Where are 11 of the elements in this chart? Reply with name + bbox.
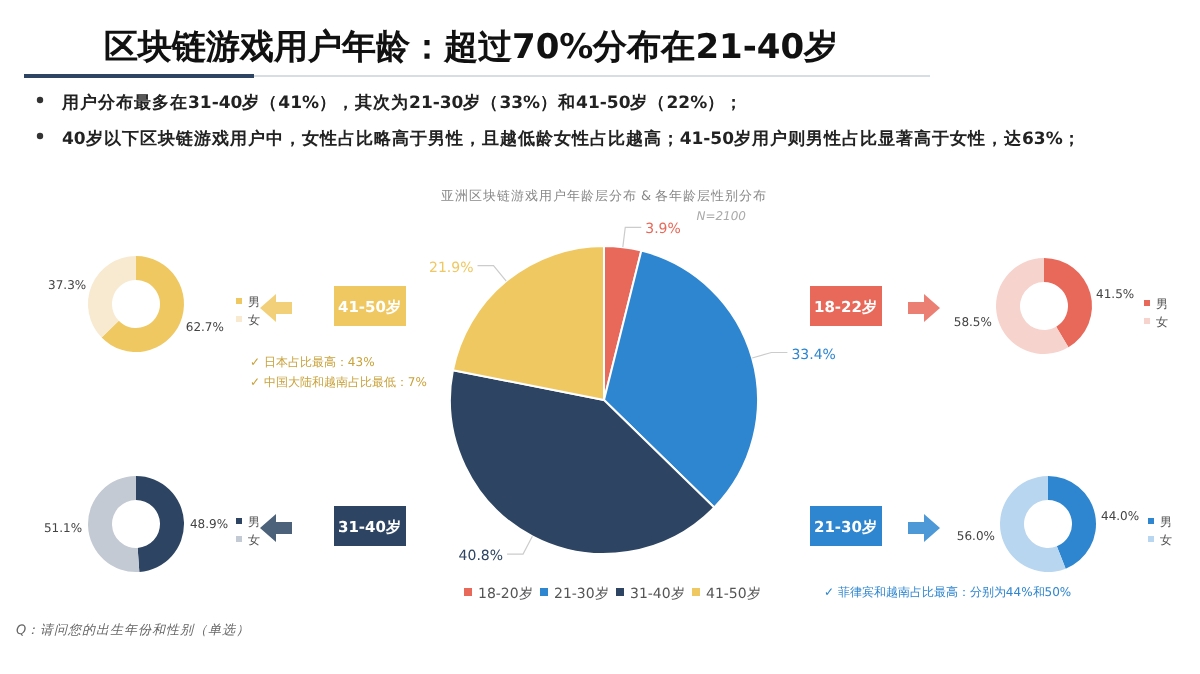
donut-slice xyxy=(1044,258,1092,348)
donut-slice xyxy=(88,476,140,572)
text: 用户分布最多在31-40岁（41%），其次为21-30岁（33%）和41-50岁（22%）； xyxy=(60,92,744,114)
text: 区块链游戏用户年龄：超过70%分布在21-40岁 xyxy=(104,28,839,68)
donut-slice xyxy=(136,476,184,572)
donut-slice xyxy=(1000,476,1066,572)
donut-slice xyxy=(101,256,184,352)
donut-slice xyxy=(996,258,1069,354)
donut-slice xyxy=(88,256,136,338)
text: 40岁以下区块链游戏用户中，女性占比略高于男性，且越低龄女性占比越高；41-50岁用户则男性占比显著高于女性，达63%； xyxy=(62,128,1081,150)
donut-slice xyxy=(1048,476,1096,569)
